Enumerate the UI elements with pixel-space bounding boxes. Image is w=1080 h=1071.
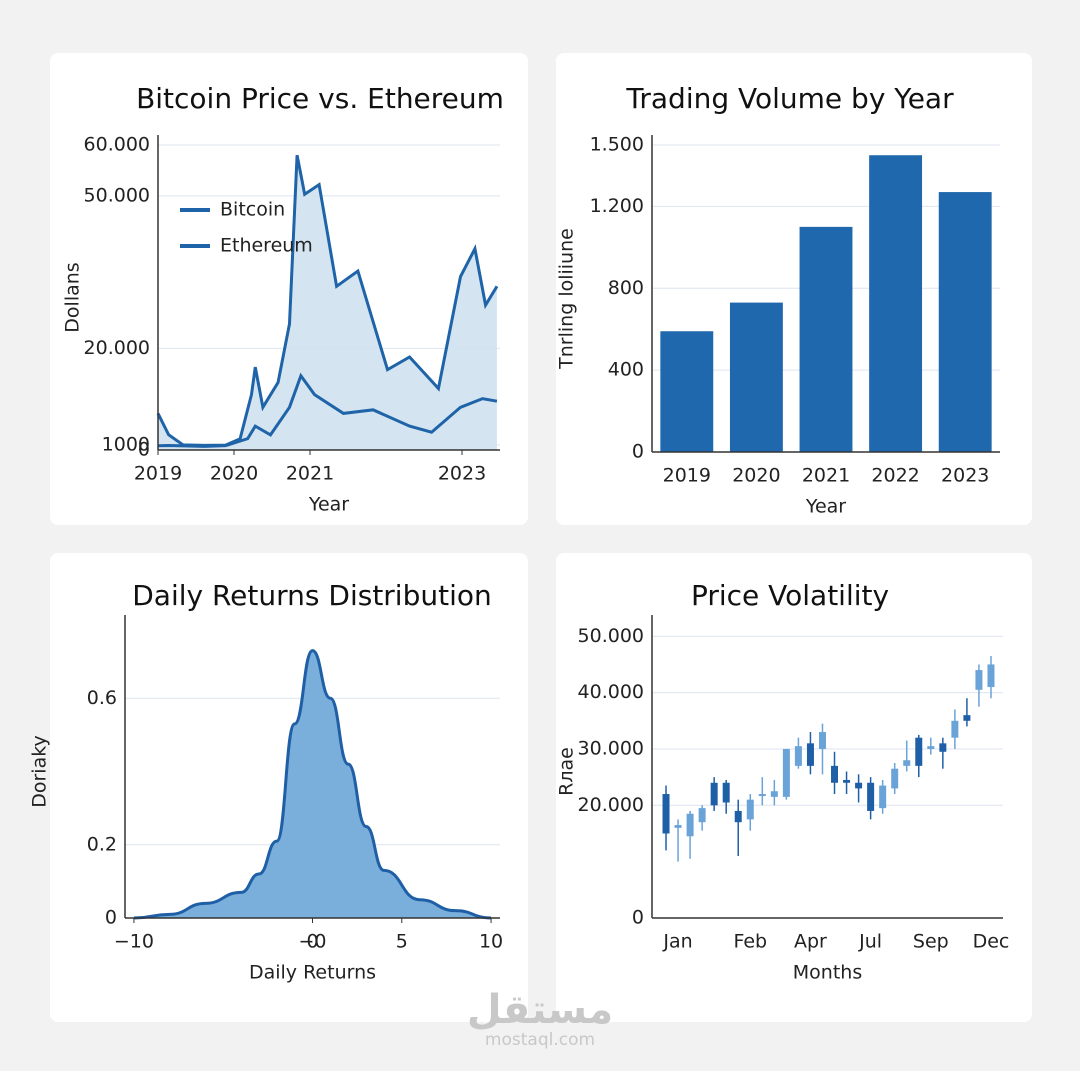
x-axis-label: Year	[805, 496, 846, 518]
chart-title: Price Volatility	[691, 579, 889, 612]
y-tick-label: 20.000	[578, 794, 644, 816]
x-tick-label: 2021	[286, 463, 334, 485]
y-axis-label: Doriaky	[29, 735, 51, 808]
candle-body	[987, 664, 995, 687]
candle-body	[746, 799, 754, 820]
x-tick-label: Jan	[662, 931, 692, 953]
candle-body	[951, 720, 959, 738]
x-tick-label: 2019	[134, 463, 182, 485]
candle-body	[686, 813, 694, 837]
x-axis-label: Months	[793, 962, 862, 984]
card	[556, 553, 1032, 1022]
watermark: مستقل	[467, 987, 613, 1033]
y-tick-label: 0	[632, 441, 644, 463]
density-line	[133, 649, 492, 920]
bar	[729, 302, 783, 452]
x-tick-label: Dec	[973, 931, 1010, 953]
x-tick-label: Apr	[794, 931, 827, 953]
candle-body	[915, 737, 923, 766]
x-tick-label: 5	[396, 931, 408, 953]
chart-title: Bitcoin Price vs. Ethereum	[136, 82, 504, 115]
x-tick-label: 2019	[663, 465, 711, 487]
y-tick-label: 0.2	[87, 833, 117, 855]
candle-body	[806, 743, 814, 766]
chart-title: Daily Returns Distribution	[132, 579, 492, 612]
x-tick-label: 2020	[732, 465, 780, 487]
density-area	[133, 650, 492, 918]
candle-body	[843, 779, 851, 783]
y-tick-label: 1000	[102, 433, 150, 455]
candle-body	[927, 746, 935, 749]
candle-body	[891, 768, 899, 789]
candle-body	[903, 760, 911, 766]
x-tick-label: 0	[306, 931, 318, 953]
candle-body	[879, 785, 887, 809]
watermark: mostaql.com	[485, 1030, 595, 1050]
y-axis-label: Rлae	[556, 747, 578, 796]
x-axis-label: Daily Returns	[249, 962, 376, 984]
x-tick-label: 2022	[871, 465, 919, 487]
candle-body	[975, 670, 983, 690]
y-tick-label: 1.200	[590, 195, 644, 217]
candle-body	[734, 810, 742, 823]
y-tick-label: 1.500	[590, 134, 644, 156]
y-tick-label: 20.000	[84, 337, 150, 359]
candle-body	[674, 825, 682, 828]
legend-label: Bitcoin	[220, 199, 285, 221]
x-tick-label: 10	[479, 931, 503, 953]
x-tick-label: 2023	[438, 463, 486, 485]
y-tick-label: 60.000	[84, 134, 150, 156]
candle-body	[698, 808, 706, 823]
y-axis-label: Dollans	[62, 262, 84, 332]
x-tick-label: Sep	[913, 931, 949, 953]
area	[158, 155, 497, 450]
x-tick-label: Feb	[733, 931, 767, 953]
y-tick-label: 0	[632, 907, 644, 929]
candle-body	[710, 782, 718, 806]
candle-body	[831, 765, 839, 783]
candle-body	[794, 746, 802, 766]
candle-body	[722, 782, 730, 803]
candle-body	[855, 782, 863, 789]
bar	[660, 331, 714, 452]
candle-body	[818, 732, 826, 749]
bar	[938, 192, 992, 452]
x-tick-label: −0	[298, 931, 326, 953]
candle-body	[867, 782, 875, 811]
candle-body	[782, 748, 790, 797]
y-tick-label: 0.6	[87, 687, 117, 709]
chart-title: Trading Volume by Year	[625, 82, 954, 115]
bar	[799, 226, 853, 452]
y-tick-label: 800	[608, 277, 644, 299]
y-tick-label: 0	[105, 907, 117, 929]
bar	[869, 155, 923, 452]
x-tick-label: Jul	[858, 931, 882, 953]
y-axis-label: Tnrling loliiune	[556, 228, 578, 370]
x-axis-label: Year	[308, 494, 349, 516]
line	[157, 372, 498, 448]
y-tick-label: 400	[608, 359, 644, 381]
y-tick-label: 0	[138, 439, 150, 461]
y-tick-label: 50.000	[84, 184, 150, 206]
candle-body	[963, 715, 971, 721]
legend-label: Ethereum	[220, 235, 313, 257]
candle-body	[758, 794, 766, 797]
y-tick-label: 30.000	[578, 737, 644, 759]
y-tick-label: 50.000	[578, 625, 644, 647]
x-tick-label: 2020	[210, 463, 258, 485]
x-tick-label: −10	[114, 931, 154, 953]
y-tick-label: 40.000	[578, 681, 644, 703]
candle-body	[939, 743, 947, 752]
candle-body	[662, 794, 670, 834]
x-tick-label: 2023	[941, 465, 989, 487]
candle-body	[770, 791, 778, 797]
x-tick-label: 2021	[802, 465, 850, 487]
